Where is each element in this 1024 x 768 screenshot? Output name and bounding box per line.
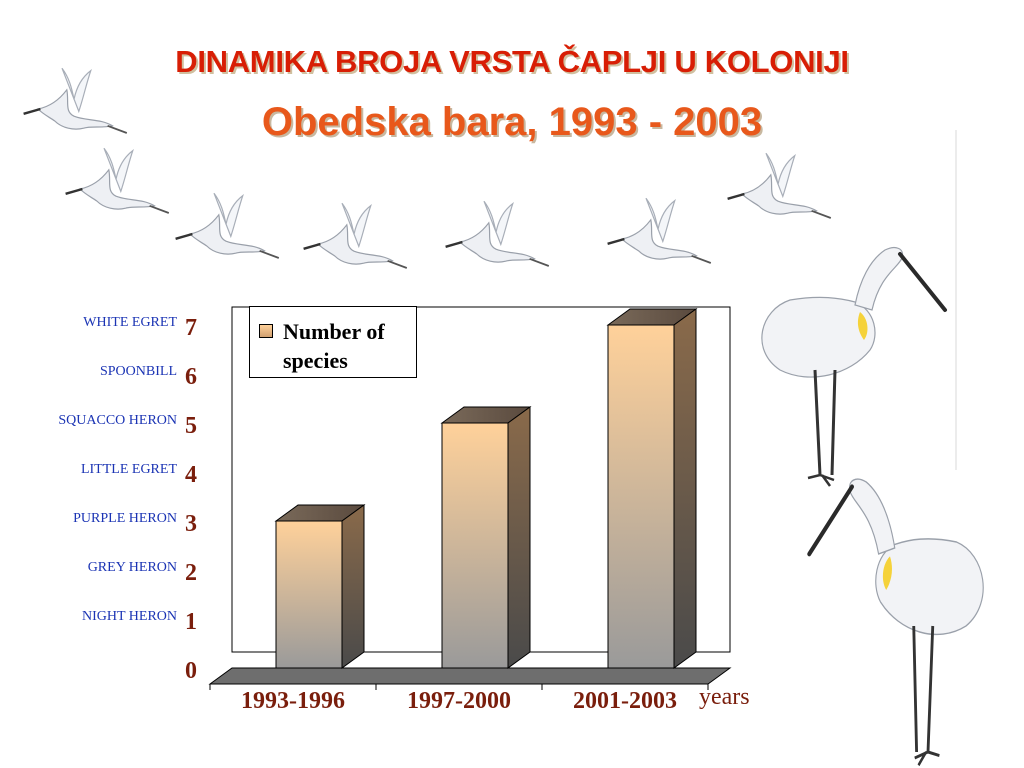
species-label: PURPLE HERON bbox=[73, 511, 177, 526]
bar-side bbox=[507, 406, 531, 669]
y-tick-label: 6 bbox=[185, 364, 197, 390]
bar bbox=[441, 422, 509, 669]
bar-side bbox=[673, 308, 697, 669]
bar bbox=[607, 324, 675, 669]
species-label: LITTLE EGRET bbox=[80, 462, 177, 477]
chart-subtitle: Obedska bara, 1993 - 2003 bbox=[261, 100, 763, 144]
species-label: SQUACCO HERON bbox=[58, 413, 177, 428]
y-tick-label: 2 bbox=[185, 560, 197, 586]
x-tick-label: 2001-2003 bbox=[573, 688, 677, 714]
legend-swatch bbox=[259, 324, 273, 338]
species-label: GREY HERON bbox=[87, 560, 177, 575]
bar-side bbox=[341, 504, 365, 669]
chart-legend: Number of species bbox=[249, 306, 417, 378]
plot-floor bbox=[208, 667, 732, 685]
x-tick-label: 1993-1996 bbox=[241, 688, 345, 714]
legend-label: Number of species bbox=[283, 319, 385, 373]
x-axis-unit: years bbox=[699, 684, 750, 710]
y-tick-label: 3 bbox=[185, 511, 197, 537]
species-label: SPOONBILL bbox=[99, 364, 177, 379]
species-label: WHITE EGRET bbox=[83, 315, 177, 330]
x-tick-label: 1997-2000 bbox=[407, 688, 511, 714]
chart-title: DINAMIKA BROJA VRSTA ČAPLJI U KOLONIJI bbox=[175, 44, 849, 79]
bar bbox=[275, 520, 343, 669]
species-label: NIGHT HERON bbox=[81, 609, 177, 624]
y-tick-label: 5 bbox=[185, 413, 197, 439]
y-tick-label: 1 bbox=[185, 609, 197, 635]
y-tick-label: 0 bbox=[185, 658, 197, 684]
y-tick-label: 7 bbox=[185, 315, 197, 341]
y-tick-label: 4 bbox=[185, 462, 197, 488]
